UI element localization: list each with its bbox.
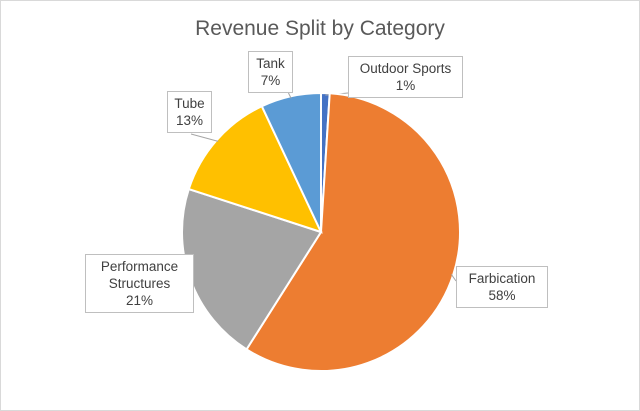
data-label-percent: 58% (488, 288, 516, 303)
data-label-percent: 7% (260, 73, 281, 88)
pie-slice-tube (187, 104, 323, 234)
data-label: Farbication 58% (456, 266, 548, 308)
data-label: Outdoor Sports 1% (348, 56, 463, 98)
data-label-category: Outdoor Sports (359, 61, 452, 76)
data-label-category: Tank (256, 56, 285, 71)
data-label-percent: 1% (395, 78, 416, 93)
leader-line (450, 274, 457, 282)
data-label-percent: 21% (125, 293, 154, 308)
data-label-category: Performance Structures (100, 259, 179, 291)
data-label-percent: 13% (175, 113, 204, 128)
data-label: Performance Structures 21% (85, 254, 194, 313)
chart-title: Revenue Split by Category (195, 17, 445, 40)
data-label-category: Farbication (468, 271, 536, 286)
leader-line (287, 91, 292, 99)
data-label: Tube 13% (167, 91, 212, 133)
data-label-category: Tube (174, 96, 205, 111)
data-label: Tank 7% (248, 51, 293, 93)
pie-slice-farbication (245, 92, 461, 372)
leader-line (190, 133, 219, 142)
